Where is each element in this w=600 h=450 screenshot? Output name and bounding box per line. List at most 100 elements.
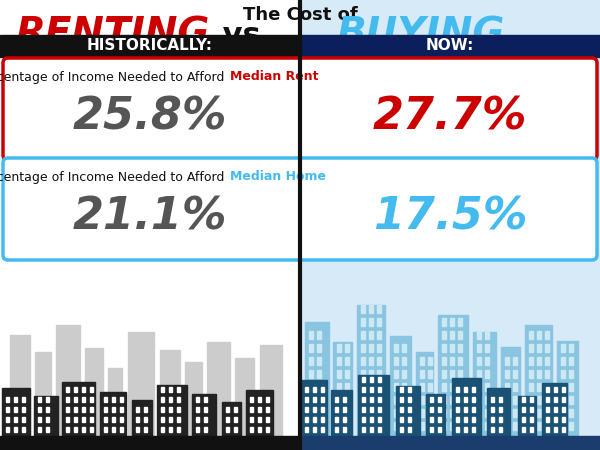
Bar	[361, 305, 365, 313]
Bar	[525, 325, 552, 440]
Bar	[369, 396, 373, 404]
Bar	[491, 417, 494, 422]
Bar	[505, 370, 509, 378]
Bar	[321, 397, 324, 402]
Bar	[377, 318, 381, 326]
Bar	[112, 417, 115, 422]
Bar	[456, 397, 459, 402]
Bar	[537, 383, 541, 391]
Bar	[545, 370, 549, 378]
Bar	[22, 417, 25, 422]
Text: 17.5%: 17.5%	[373, 195, 527, 239]
Bar	[513, 422, 517, 430]
Bar	[361, 409, 365, 417]
Text: Percentage of Income Needed to Afford: Percentage of Income Needed to Afford	[0, 71, 228, 84]
Bar	[362, 407, 365, 412]
Bar	[266, 397, 269, 402]
Bar	[74, 397, 77, 402]
Bar	[317, 331, 321, 339]
Bar	[362, 427, 365, 432]
Bar	[335, 427, 338, 432]
Bar	[369, 305, 373, 313]
Bar	[420, 396, 424, 404]
Bar	[400, 397, 403, 402]
Bar	[74, 427, 77, 432]
Bar	[157, 385, 187, 440]
Bar	[522, 427, 525, 432]
Text: The Cost of: The Cost of	[242, 6, 358, 24]
Bar	[258, 397, 261, 402]
Bar	[377, 383, 381, 391]
Bar	[562, 407, 565, 412]
Bar	[74, 407, 77, 412]
Bar	[569, 357, 573, 365]
Bar	[561, 344, 565, 352]
Bar	[529, 344, 533, 352]
Bar	[120, 397, 123, 402]
Bar	[317, 357, 321, 365]
Bar	[561, 383, 565, 391]
Bar	[472, 397, 475, 402]
Bar	[90, 417, 93, 422]
Bar	[450, 357, 454, 365]
Text: 25.8%: 25.8%	[73, 95, 227, 139]
Bar	[537, 409, 541, 417]
Bar	[542, 383, 567, 440]
Bar	[250, 427, 253, 432]
Bar	[235, 358, 254, 440]
Text: Median Home: Median Home	[230, 171, 326, 184]
Bar	[402, 422, 406, 430]
Bar	[569, 409, 573, 417]
Bar	[196, 427, 199, 432]
Bar	[477, 370, 481, 378]
Bar	[464, 407, 467, 412]
Bar	[402, 344, 406, 352]
Text: vs.: vs.	[212, 21, 284, 50]
Bar	[226, 407, 229, 412]
Bar	[522, 417, 525, 422]
Bar	[108, 368, 122, 440]
Bar	[499, 427, 502, 432]
Bar	[337, 344, 341, 352]
Bar	[546, 417, 549, 422]
Bar	[335, 417, 338, 422]
Bar	[458, 318, 462, 326]
Bar	[266, 427, 269, 432]
Bar	[196, 417, 199, 422]
Bar	[317, 383, 321, 391]
Bar	[452, 378, 481, 440]
Bar	[305, 407, 308, 412]
Bar	[428, 357, 432, 365]
Bar	[561, 396, 565, 404]
Bar	[562, 417, 565, 422]
Bar	[14, 427, 17, 432]
Bar	[46, 417, 49, 422]
Bar	[537, 396, 541, 404]
Bar	[46, 397, 49, 402]
Bar	[562, 387, 565, 392]
Bar	[317, 370, 321, 378]
Bar	[485, 383, 489, 391]
Bar	[204, 427, 207, 432]
Bar	[177, 387, 180, 392]
Bar	[472, 387, 475, 392]
Bar	[545, 409, 549, 417]
Bar	[370, 397, 373, 402]
Bar	[530, 407, 533, 412]
Text: RENTING: RENTING	[15, 16, 209, 54]
Bar	[545, 344, 549, 352]
Bar	[522, 397, 525, 402]
Bar	[345, 422, 349, 430]
Bar	[442, 422, 446, 430]
Bar	[14, 397, 17, 402]
Bar	[337, 357, 341, 365]
Bar	[321, 427, 324, 432]
Bar	[438, 427, 441, 432]
Bar	[120, 427, 123, 432]
Text: BUYING: BUYING	[336, 16, 504, 54]
Bar	[537, 357, 541, 365]
Bar	[458, 422, 462, 430]
Bar	[369, 357, 373, 365]
Bar	[177, 427, 180, 432]
Bar	[522, 407, 525, 412]
